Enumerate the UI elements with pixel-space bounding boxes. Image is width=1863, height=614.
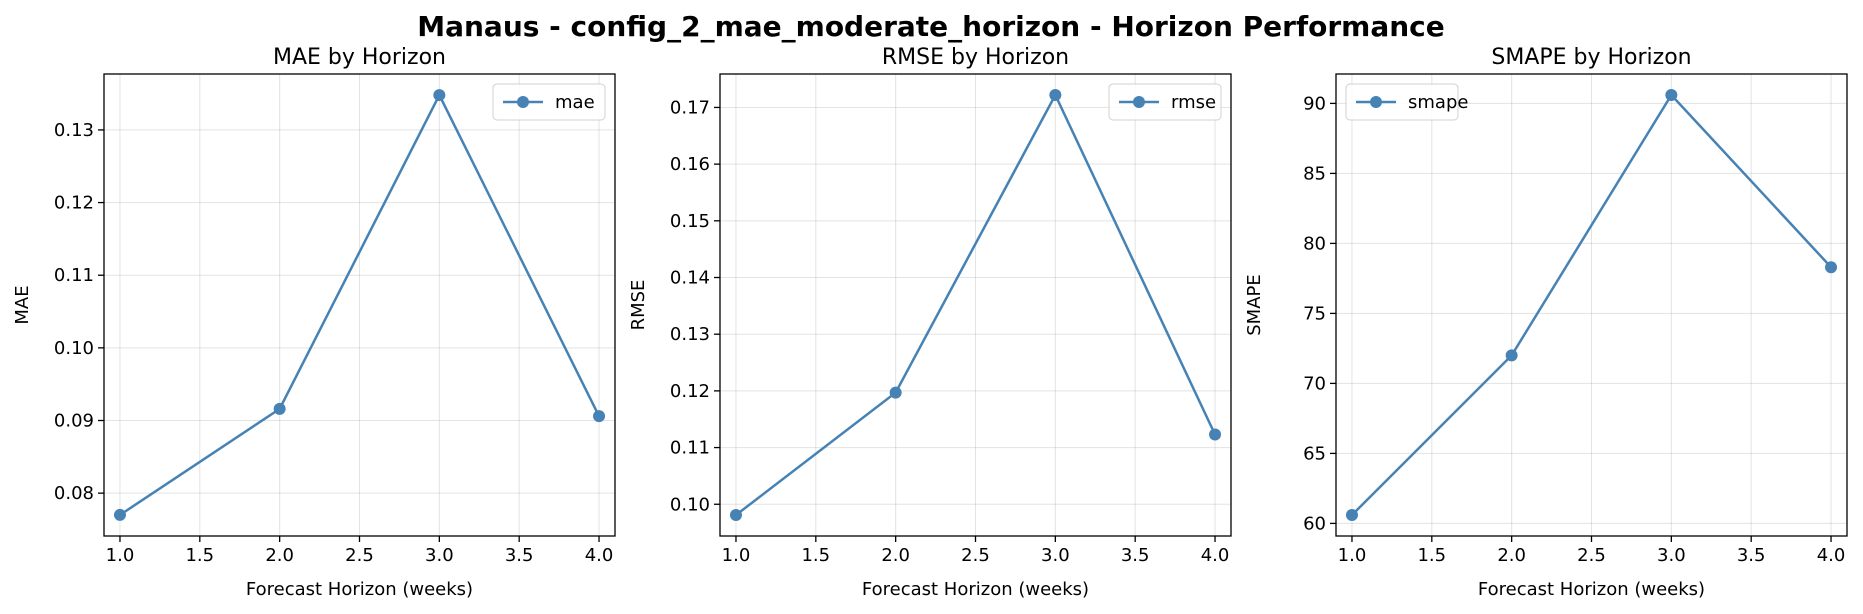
y-tick-label: 0.15: [670, 211, 710, 232]
data-point: [433, 89, 446, 102]
y-tick-label: 0.14: [670, 268, 710, 289]
y-tick-label: 0.16: [670, 154, 710, 175]
x-tick-label: 1.0: [1338, 545, 1367, 566]
y-tick-label: 0.12: [670, 381, 710, 402]
y-tick-label: 75: [1303, 303, 1326, 324]
x-tick-label: 3.0: [1657, 545, 1686, 566]
x-axis-label: Forecast Horizon (weeks): [1478, 579, 1705, 600]
legend-box: [1345, 83, 1459, 121]
x-tick-label: 3.5: [1121, 545, 1150, 566]
x-tick-label: 3.0: [425, 545, 454, 566]
panel-title: MAE by Horizon: [273, 45, 446, 70]
y-tick-label: 0.11: [54, 265, 94, 286]
y-tick-label: 85: [1303, 163, 1326, 184]
x-tick-label: 3.5: [1737, 545, 1766, 566]
y-tick-label: 0.09: [54, 411, 94, 432]
y-tick-label: 90: [1303, 93, 1326, 114]
y-tick-label: 0.10: [54, 338, 94, 359]
plot-frame: [1335, 73, 1848, 537]
panel-title: SMAPE by Horizon: [1491, 45, 1691, 70]
legend-marker: [1370, 96, 1382, 108]
x-tick-label: 2.0: [1497, 545, 1526, 566]
y-tick-label: 0.12: [54, 193, 94, 214]
panel-3: 1.0 1.5 2.0 2.5 3.0 3.5 4.0 60 65 70 75 80 85 90 SMAPE…: [1244, 45, 1848, 600]
legend-marker: [1133, 96, 1145, 108]
legend-label: rmse: [1171, 92, 1216, 113]
data-point: [1345, 509, 1358, 521]
series-line-mae: [119, 92, 601, 516]
legend: rmse: [1108, 83, 1222, 121]
series-line-rmse: [735, 92, 1217, 517]
x-tick-label: 2.0: [881, 545, 910, 566]
y-tick-label: 0.13: [670, 324, 710, 345]
y-axis-label: MAE: [12, 285, 33, 324]
x-tick-label: 3.5: [505, 545, 534, 566]
data-point: [1825, 261, 1838, 274]
data-point: [1505, 349, 1518, 362]
x-tick-label: 1.5: [801, 545, 830, 566]
y-tick-label: 0.17: [670, 97, 710, 118]
x-tick-label: 4.0: [585, 545, 614, 566]
x-tick-label: 2.5: [961, 545, 990, 566]
y-tick-label: 65: [1303, 443, 1326, 464]
y-tick-label: 0.10: [670, 494, 710, 515]
data-point: [273, 402, 286, 415]
legend-box: [1108, 83, 1222, 121]
y-tick-label: 0.13: [54, 120, 94, 141]
plot-frame: [103, 73, 616, 537]
x-tick-label: 1.0: [722, 545, 751, 566]
legend: mae: [492, 83, 606, 121]
data-point: [889, 386, 902, 399]
x-tick-label: 1.5: [185, 545, 214, 566]
data-point: [593, 410, 606, 423]
legend-box: [492, 83, 606, 121]
x-tick-label: 4.0: [1817, 545, 1846, 566]
x-tick-label: 1.0: [106, 545, 135, 566]
y-axis-label: SMAPE: [1244, 274, 1265, 336]
x-axis-label: Forecast Horizon (weeks): [246, 579, 473, 600]
data-point: [1209, 428, 1222, 441]
y-tick-label: 0.11: [670, 438, 710, 459]
y-tick-label: 0.08: [54, 483, 94, 504]
series-line-smape: [1351, 92, 1832, 516]
figure-title: Manaus - config_2_mae_moderate_horizon -…: [417, 10, 1445, 43]
legend-label: smape: [1408, 92, 1468, 113]
panel-2: 1.0 1.5 2.0 2.5 3.0 3.5 4.0 0.10 0.11 0.12 0.13 0.1…: [628, 45, 1232, 600]
legend-label: mae: [555, 92, 595, 113]
data-point: [1049, 88, 1062, 101]
y-tick-label: 60: [1303, 513, 1326, 534]
y-axis-label: RMSE: [628, 280, 649, 331]
x-axis-label: Forecast Horizon (weeks): [862, 579, 1089, 600]
legend-marker: [517, 96, 529, 108]
panel-title: RMSE by Horizon: [882, 45, 1069, 70]
data-point: [729, 509, 742, 522]
x-tick-label: 4.0: [1201, 545, 1230, 566]
plot-frame: [719, 73, 1232, 537]
data-point: [1665, 89, 1678, 101]
x-tick-label: 2.0: [265, 545, 294, 566]
legend: smape: [1345, 83, 1468, 121]
x-tick-label: 1.5: [1417, 545, 1446, 566]
x-tick-label: 2.5: [1577, 545, 1606, 566]
y-tick-label: 70: [1303, 373, 1326, 394]
x-tick-label: 3.0: [1041, 545, 1070, 566]
x-tick-label: 2.5: [345, 545, 374, 566]
panel-1: 1.0 1.5 2.0 2.5 3.0 3.5 4.0 0.08 0.09 0.10 0.11 0.1…: [12, 45, 616, 600]
y-tick-label: 80: [1303, 233, 1326, 254]
data-point: [113, 508, 126, 521]
